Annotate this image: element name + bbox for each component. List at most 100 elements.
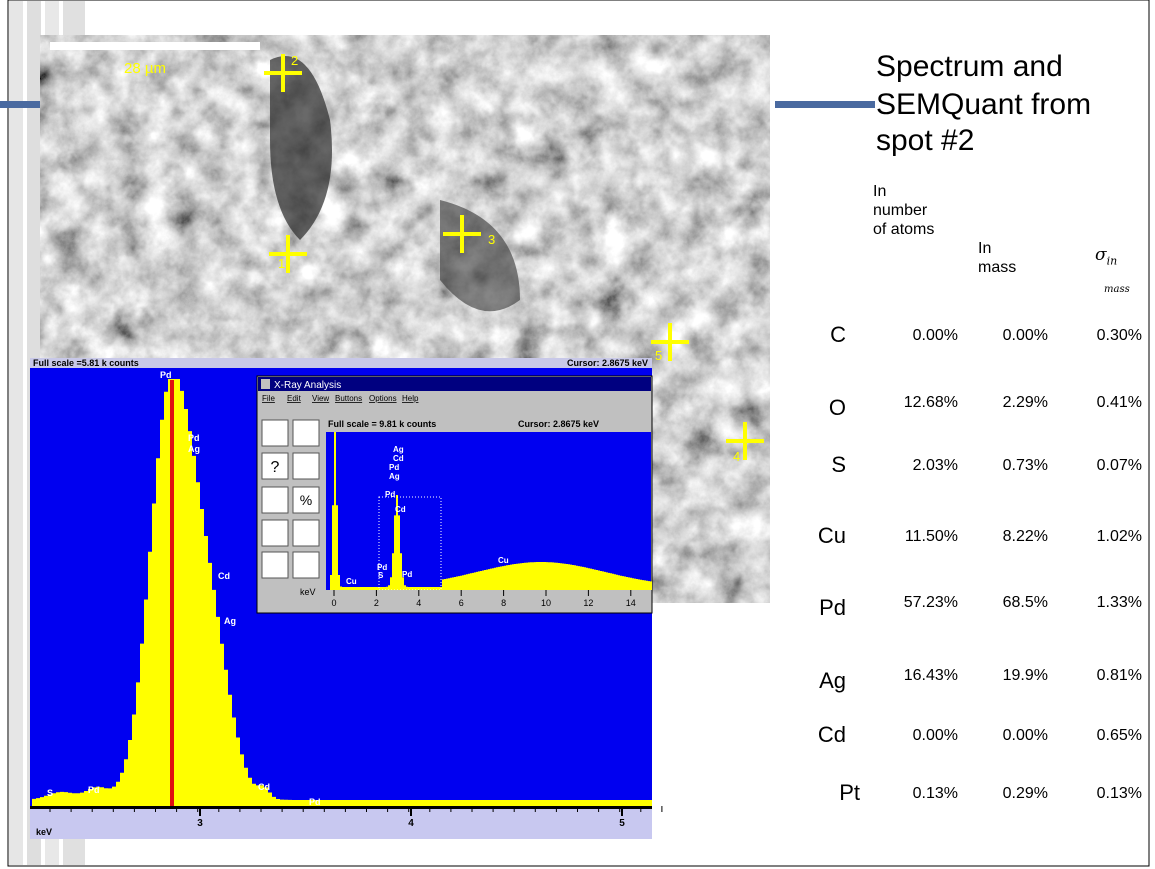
sigma-symbol: σ [1095, 245, 1107, 265]
spectrum-header [30, 358, 652, 368]
tool-button[interactable] [292, 419, 320, 447]
scale-label: 28 µm [124, 60, 166, 77]
spectrum-axis [30, 806, 652, 839]
inset-peak-label: Cu [498, 556, 509, 565]
tool-button[interactable] [261, 452, 289, 480]
spectrum-trace [32, 379, 652, 806]
table-value: 8.22% [1002, 528, 1048, 545]
tool-button[interactable] [292, 519, 320, 547]
full-scale: Full scale =5.81 k counts [33, 358, 139, 368]
inset-window: X-Ray Analysis File Edit View Buttons Option… [256, 375, 653, 614]
tool-symbol: ? [271, 459, 280, 476]
table-value: 0.41% [1096, 394, 1142, 411]
table-value: 2.29% [1002, 394, 1048, 411]
axis-tick-label: 4 [408, 818, 414, 829]
scale-bar [50, 42, 260, 50]
menu-item[interactable]: File [262, 394, 275, 403]
table-value: 1.02% [1096, 528, 1142, 545]
peak-label: Cd [258, 782, 270, 792]
peak-label: Cd [218, 571, 230, 581]
element-symbol: C [830, 322, 846, 347]
tool-button[interactable] [292, 486, 320, 514]
inset-peak-label: Pd [389, 463, 399, 472]
tool-symbol: % [300, 492, 312, 508]
table-value: 0.13% [912, 785, 958, 802]
peak-label: Pd [88, 785, 100, 795]
tool-button[interactable] [261, 419, 289, 447]
menu-item[interactable]: Edit [287, 394, 302, 403]
tool-button[interactable] [292, 551, 320, 579]
element-symbol: S [831, 452, 846, 477]
inset-header [326, 414, 651, 432]
element-symbol: Cd [817, 722, 846, 747]
table-value: 0.00% [1002, 327, 1048, 344]
peak-label: Ag [188, 444, 200, 454]
header-sigma: σin [1095, 246, 1117, 270]
title-bar [258, 377, 651, 391]
header-mass: In mass [978, 240, 1017, 276]
menu-item[interactable]: View [312, 394, 329, 403]
crosshair [264, 54, 302, 92]
inset-peak-label: Cu [346, 577, 357, 586]
sem-shadow [270, 56, 332, 240]
inset-peak-label: S [378, 571, 384, 580]
table-value: 0.00% [912, 727, 958, 744]
axis-line [30, 806, 652, 809]
menu-item[interactable]: Options [369, 394, 397, 403]
spot-label: 4 [733, 449, 740, 464]
inset-tick-label: 12 [583, 598, 593, 608]
axis-unit: keV [36, 827, 52, 837]
table-value: 0.13% [1096, 785, 1142, 802]
element-symbol: O [828, 395, 846, 420]
peak-label: Ag [224, 616, 236, 626]
table-value: 2.03% [912, 457, 958, 474]
inset-axis-unit: keV [300, 587, 316, 597]
peak-label: Pd [309, 797, 321, 807]
crosshair [269, 235, 307, 273]
inset-peak-label: Pd [385, 490, 395, 499]
table-value: 0.07% [1096, 457, 1142, 474]
crosshair [726, 422, 764, 460]
inset-peak-label: Ag [389, 472, 400, 481]
cursor: Cursor: 2.8675 keV [567, 358, 648, 368]
table-value: 11.50% [904, 528, 958, 545]
table-value: 0.29% [1002, 785, 1048, 802]
tool-button[interactable] [261, 519, 289, 547]
table-value: 19.9% [1002, 667, 1048, 684]
element-symbol: Ag [819, 668, 846, 693]
menu-item[interactable]: Help [402, 394, 419, 403]
inset-tick-label: 6 [459, 598, 464, 608]
inset-peak-label: Cd [393, 454, 404, 463]
inset-peak-label: Pd [402, 570, 412, 579]
window-icon [261, 379, 270, 389]
inset-tick-label: 14 [626, 598, 636, 608]
axis-ticks: 3 4 5 [49, 806, 663, 829]
inset-tick-label: 0 [331, 598, 336, 608]
inset-tick-label: 4 [416, 598, 421, 608]
slide-border [7, 0, 1150, 867]
element-symbol: Pt [839, 780, 860, 805]
inset-tick-label: 2 [374, 598, 379, 608]
inset-peak-label: Ag [393, 445, 404, 454]
tool-button[interactable] [261, 551, 289, 579]
peak-label: S [47, 788, 53, 798]
element-symbol: Pd [819, 595, 846, 620]
menu-bar: File Edit View Buttons Options Help [262, 394, 419, 403]
header-atoms: In number of atoms [873, 183, 935, 238]
menu-item[interactable]: Buttons [335, 394, 362, 403]
table-value: 0.00% [1002, 727, 1048, 744]
inset-peak-label: Cd [395, 505, 406, 514]
analysis-spots: 1 2 3 4 5 [264, 53, 764, 464]
tool-button[interactable] [292, 452, 320, 480]
window-title: X-Ray Analysis [274, 380, 341, 391]
tool-button[interactable] [261, 486, 289, 514]
table-value: 0.81% [1096, 667, 1142, 684]
inset-axis [326, 590, 651, 612]
element-symbol: Cu [817, 523, 846, 548]
crosshair [651, 323, 689, 361]
title-line: spot #2 [876, 124, 975, 157]
deco-line [0, 101, 40, 108]
axis-tick-label: 5 [619, 818, 625, 829]
